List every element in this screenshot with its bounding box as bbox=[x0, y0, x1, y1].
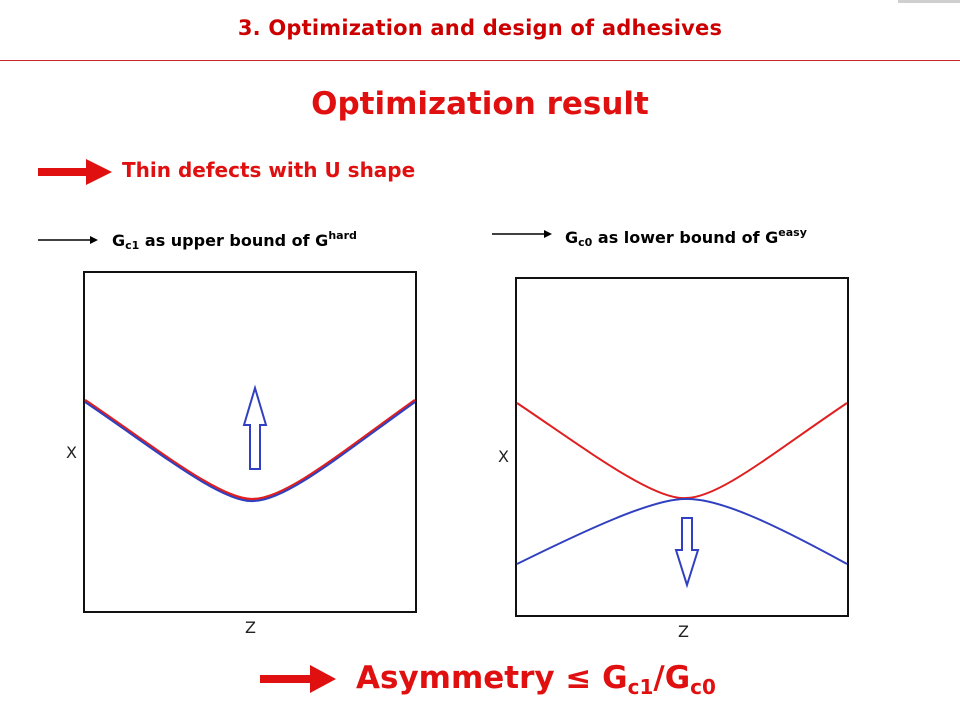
left-y-axis-label: X bbox=[66, 443, 77, 462]
right-plot bbox=[515, 277, 849, 617]
blue-curve bbox=[84, 401, 416, 503]
left-plot bbox=[83, 271, 417, 613]
slide-header: 3. Optimization and design of adhesives bbox=[0, 0, 960, 61]
thin-arrow-icon bbox=[492, 230, 552, 238]
right-panel-caption: Gc0 as lower bound of Geasy bbox=[565, 226, 807, 249]
blue-curve bbox=[516, 497, 848, 565]
thin-arrow-icon bbox=[38, 236, 98, 244]
section-title: 3. Optimization and design of adhesives bbox=[237, 16, 723, 40]
left-panel-caption: Gc1 as upper bound of Ghard bbox=[112, 229, 357, 252]
up-arrow-icon bbox=[242, 384, 268, 470]
conclusion-text: Asymmetry ≤ Gc1/Gc0 bbox=[356, 660, 716, 699]
header-divider bbox=[0, 60, 960, 61]
left-x-axis-label: Z bbox=[245, 618, 256, 637]
red-arrow-icon bbox=[260, 665, 336, 693]
right-x-axis-label: Z bbox=[678, 622, 689, 641]
right-y-axis-label: X bbox=[498, 447, 509, 466]
red-curve bbox=[84, 398, 416, 501]
down-arrow-icon bbox=[674, 517, 700, 589]
red-arrow-icon bbox=[38, 159, 112, 185]
bullet-text: Thin defects with U shape bbox=[122, 158, 416, 182]
corner-decoration bbox=[898, 0, 960, 3]
slide-title: Optimization result bbox=[311, 86, 649, 122]
